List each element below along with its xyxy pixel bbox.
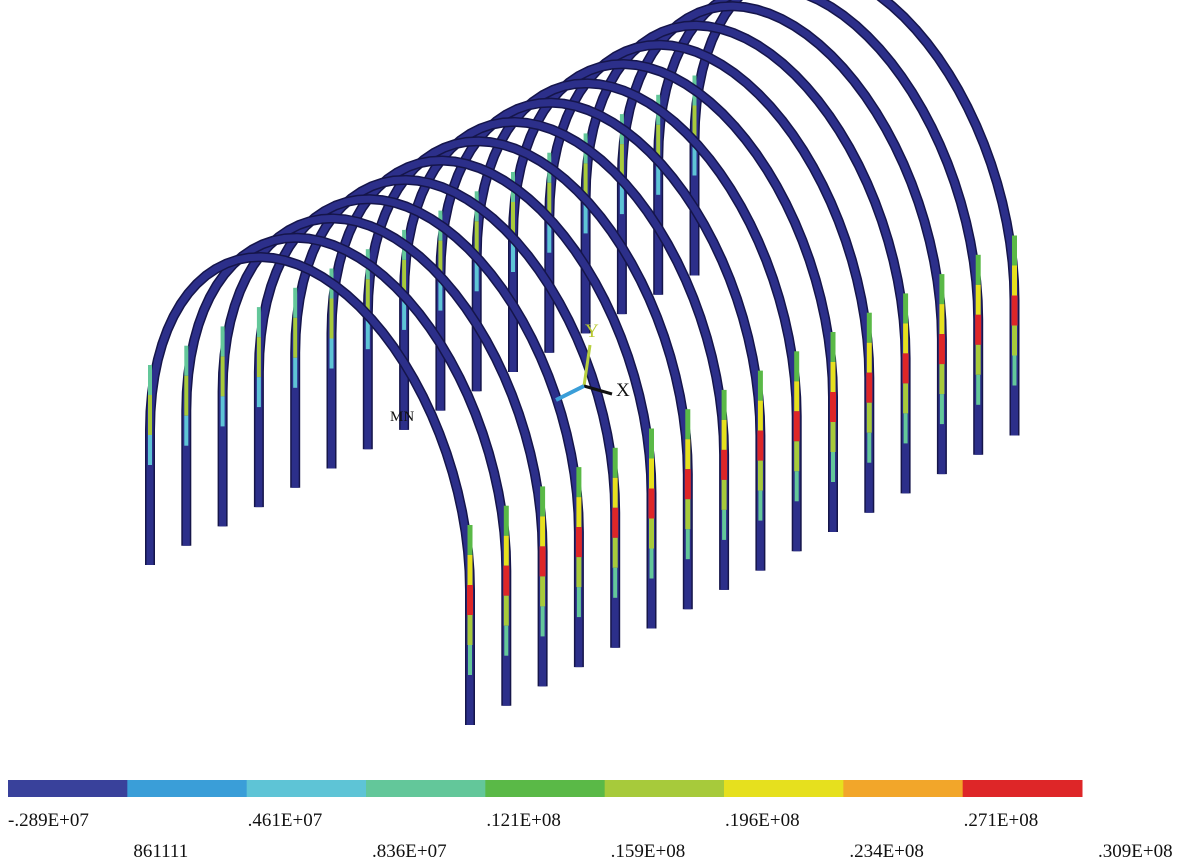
legend-label: .121E+08	[486, 810, 561, 831]
legend: -.289E+07 861111 .461E+07 .836E+07 .121E+08.…	[8, 780, 1173, 862]
legend-swatch	[247, 780, 367, 797]
y-axis-label: Y	[585, 321, 599, 342]
legend-swatch	[724, 780, 844, 797]
min-marker: MN	[390, 409, 414, 425]
legend-swatch	[366, 780, 486, 797]
legend-label: .461E+07	[248, 810, 323, 831]
x-axis-label: X	[616, 380, 630, 401]
legend-swatch	[8, 780, 128, 797]
legend-label: .309E+08	[1098, 841, 1173, 862]
legend-swatch	[127, 780, 247, 797]
legend-label: .159E+08	[611, 841, 686, 862]
legend-swatch	[605, 780, 725, 797]
legend-swatch	[843, 780, 963, 797]
legend-label: 861111	[133, 841, 188, 862]
legend-label: .196E+08	[725, 810, 800, 831]
contour-plot: Y X MN -.289E+07 861111 .461E+07 .836E+07 .1…	[0, 0, 1181, 863]
legend-label: .271E+08	[964, 810, 1039, 831]
legend-label: .234E+08	[849, 841, 924, 862]
arch-supports	[150, 0, 1015, 725]
legend-swatch	[485, 780, 605, 797]
legend-label: .836E+07	[372, 841, 447, 862]
page: {"triad": {"y_label": "Y", "x_label": "X…	[0, 0, 1181, 863]
z-axis-line	[556, 386, 584, 400]
legend-swatch	[963, 780, 1083, 797]
legend-label: -.289E+07	[8, 810, 89, 831]
